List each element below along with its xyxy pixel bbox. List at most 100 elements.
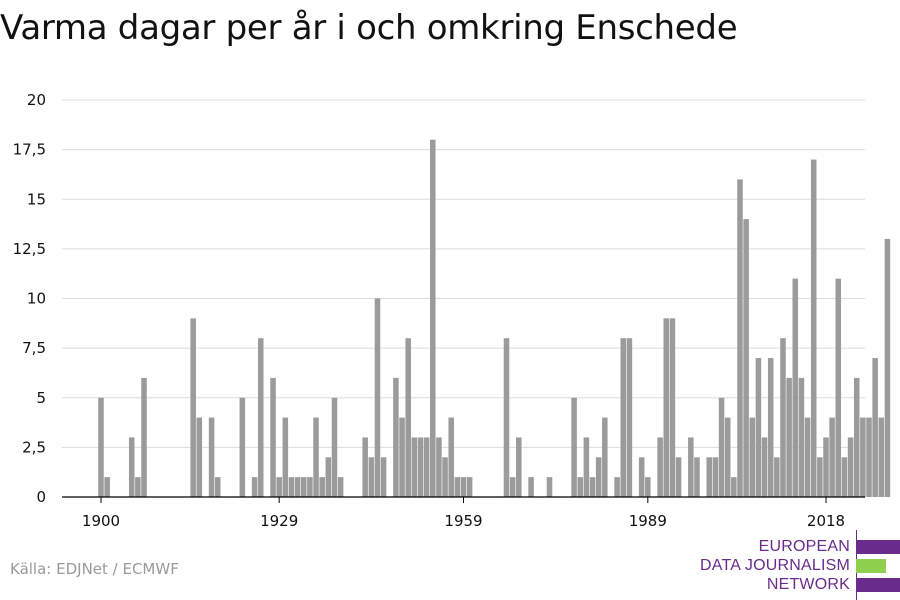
bar-1958 (454, 477, 461, 497)
bar-2006 (749, 417, 756, 497)
bar-1907 (141, 377, 147, 497)
bar-1999 (706, 457, 713, 497)
bars (98, 139, 891, 498)
bar-1991 (657, 437, 663, 497)
bar-1934 (307, 477, 313, 497)
x-tick-label: 1929 (260, 512, 298, 530)
bar-2021 (841, 457, 848, 497)
bar-2009 (767, 358, 774, 497)
bar-1978 (577, 477, 583, 497)
logo-bar-purple-bottom (856, 578, 900, 592)
bar-2022 (847, 437, 854, 497)
bar-1923 (239, 397, 246, 497)
bar-1977 (571, 397, 577, 497)
bar-1916 (196, 417, 203, 497)
bar-1944 (368, 457, 375, 497)
x-tick-label: 1959 (444, 512, 482, 530)
bar-2004 (737, 179, 743, 497)
bar-1945 (374, 298, 381, 497)
bar-1935 (313, 417, 319, 497)
bar-2010 (774, 457, 780, 497)
bar-2007 (755, 358, 762, 497)
bar-2028 (884, 238, 891, 497)
bar-1900 (98, 397, 104, 497)
bar-1939 (337, 477, 344, 497)
bar-2012 (786, 377, 792, 497)
bar-1986 (626, 338, 633, 497)
bar-1929 (276, 477, 282, 497)
bar-2000 (712, 457, 719, 497)
bar-2024 (860, 417, 866, 497)
bar-2020 (835, 278, 842, 497)
bar-1928 (270, 377, 276, 497)
y-tick-label: 5 (36, 389, 46, 407)
bar-1985 (620, 338, 627, 497)
bar-1980 (589, 477, 596, 497)
bar-1936 (319, 477, 325, 497)
bar-1960 (466, 477, 473, 497)
bar-1943 (362, 437, 368, 497)
bar-1956 (442, 457, 448, 497)
bar-1950 (405, 338, 411, 497)
bar-1906 (135, 477, 141, 497)
x-ticks: 1900 1929 1959 1989 2018 (82, 497, 845, 530)
logo-line-european: EUROPEAN (758, 538, 850, 555)
bar-1959 (460, 477, 467, 497)
bar-2018 (823, 437, 829, 497)
bar-2023 (853, 377, 860, 497)
bar-1994 (675, 457, 682, 497)
y-tick-label: 12,5 (13, 240, 46, 258)
y-tick-label: 10 (27, 290, 46, 308)
bar-1915 (190, 318, 196, 497)
edjnet-logo: EUROPEAN DATA JOURNALISM NETWORK (700, 530, 900, 600)
bar-1951 (411, 437, 418, 497)
bar-2015 (804, 417, 811, 497)
bar-1937 (325, 457, 332, 497)
bar-1979 (583, 437, 590, 497)
bar-1930 (282, 417, 289, 497)
bar-1919 (214, 477, 221, 497)
bar-1996 (688, 437, 694, 497)
bar-2027 (878, 417, 885, 497)
bar-1938 (331, 397, 338, 497)
bar-2002 (724, 417, 731, 497)
bar-1932 (294, 477, 301, 497)
bar-2017 (817, 457, 823, 497)
bar-1946 (380, 457, 387, 497)
bar-1955 (436, 437, 442, 497)
logo-bar-green (856, 559, 886, 573)
bar-1989 (645, 477, 651, 497)
bar-1918 (208, 417, 215, 497)
bar-1988 (638, 457, 645, 497)
bar-2025 (866, 417, 872, 497)
bar-1933 (300, 477, 307, 497)
bar-1952 (417, 437, 424, 497)
bar-2016 (810, 159, 817, 498)
bar-1967 (509, 477, 516, 497)
bar-1957 (448, 417, 454, 497)
logo-line-data-journalism: DATA JOURNALISM (700, 557, 850, 574)
y-tick-label: 17,5 (13, 141, 46, 159)
bar-1973 (546, 477, 553, 497)
bar-2003 (731, 477, 737, 497)
bar-2008 (761, 437, 768, 497)
bar-1984 (614, 477, 620, 497)
bar-2026 (872, 358, 878, 497)
bar-1966 (503, 338, 510, 497)
bar-1970 (528, 477, 534, 497)
y-tick-label: 2,5 (22, 438, 46, 456)
bar-1992 (663, 318, 670, 497)
bar-1993 (669, 318, 676, 497)
bar-2005 (743, 219, 749, 497)
x-tick-label: 1900 (82, 512, 120, 530)
bar-2013 (792, 278, 799, 497)
bar-2001 (718, 397, 725, 497)
bar-1901 (104, 477, 110, 497)
y-tick-label: 15 (27, 190, 46, 208)
bar-1926 (257, 338, 264, 497)
bar-1949 (399, 417, 405, 497)
bar-1948 (393, 377, 399, 497)
logo-line-network: NETWORK (766, 576, 850, 593)
bar-1981 (595, 457, 602, 497)
